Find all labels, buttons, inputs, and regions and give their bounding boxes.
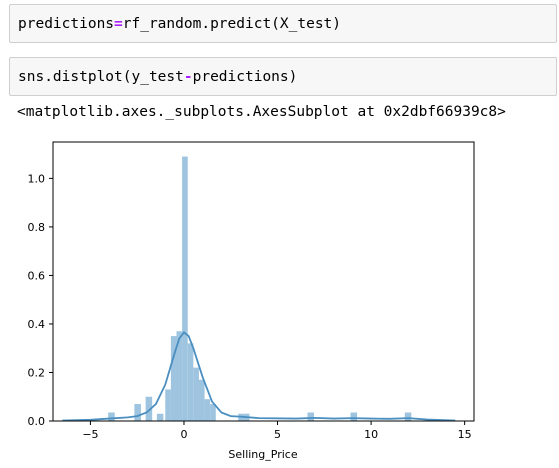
x-tick-label: 15 [458,428,472,441]
y-tick-label: 1.0 [28,172,46,185]
histogram-bar [198,379,205,421]
histogram-bar [210,404,216,421]
x-tick-label: 0 [180,428,187,441]
histogram-bar [165,389,171,421]
x-tick-label: 10 [364,428,378,441]
histogram-bar [145,396,153,421]
y-tick-label: 0.4 [28,318,46,331]
axis-ticks: −5 0 5 10 15 0.0 0.2 0.4 0.6 0.8 1.0 [28,172,472,441]
histogram-bar [204,399,211,421]
histogram-bar [108,412,115,421]
distribution-plot: −5 0 5 10 15 0.0 0.2 0.4 0.6 0.8 1.0 Selling_Price [28,141,475,461]
histogram-bar [193,367,199,421]
cell-output-text: <matplotlib.axes._subplots.AxesSubplot a… [17,104,506,120]
histogram-bars [108,156,412,421]
histogram-bar [170,336,177,421]
code-cell-1[interactable]: predictions = rf_random.predict(X_test) [9,4,557,43]
code-token: rf_random.predict(X_test) [122,15,342,32]
code-token: - [183,68,193,85]
histogram-bar [182,156,188,421]
histogram-bar [156,413,164,421]
histogram-bar [404,412,412,421]
y-tick-label: 0.8 [28,221,46,234]
code-token: predictions [18,15,115,32]
axes-frame [52,141,475,422]
code-token: sns.distplot(y_test [18,68,184,85]
y-tick-label: 0.6 [28,269,46,282]
histogram-bar [187,343,194,421]
histogram-bar [134,404,141,421]
code-cell-2[interactable]: sns.distplot(y_test - predictions) [9,57,557,96]
x-tick-label: 5 [274,428,281,441]
histogram-bar [350,412,358,421]
histogram-bar [307,412,315,421]
code-token: predictions) [192,68,298,85]
histogram-bar [176,331,183,421]
kde-line [62,331,456,422]
x-tick-label: −5 [82,428,98,441]
y-tick-label: 0.0 [28,415,46,428]
code-token: = [114,15,123,32]
x-axis-label: Selling_Price [228,448,297,461]
y-tick-label: 0.2 [28,366,46,379]
